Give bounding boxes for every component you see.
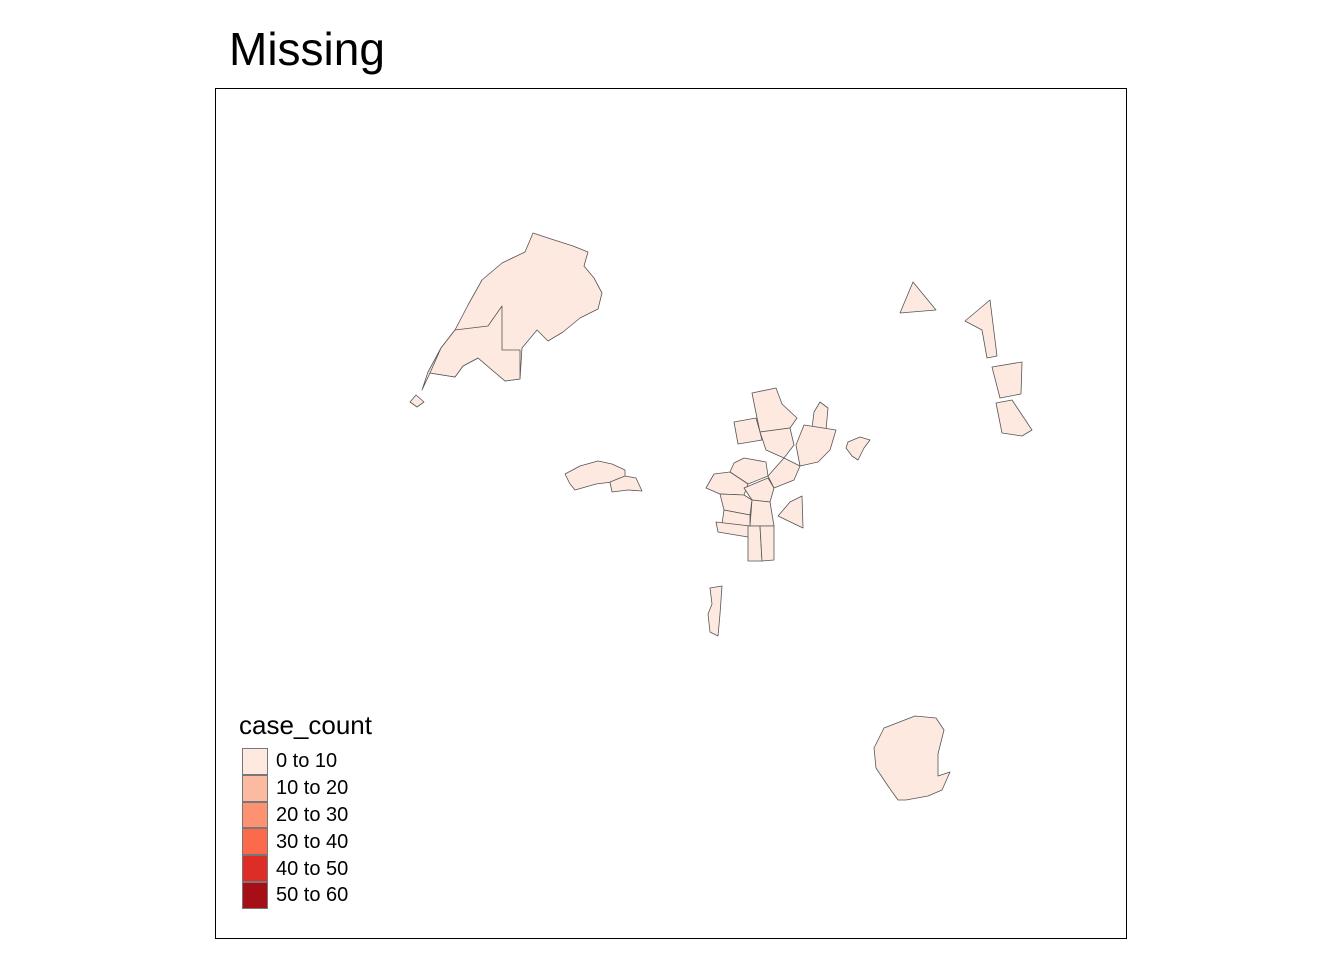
region-northwest-strip[interactable]	[429, 305, 521, 382]
region-central-17[interactable]	[845, 436, 871, 461]
region-central-10[interactable]	[719, 493, 753, 516]
legend-label: 20 to 30	[276, 803, 349, 826]
region-group-east	[899, 281, 1033, 437]
region-central-16[interactable]	[777, 495, 804, 529]
legend-item: 40 to 50	[242, 855, 372, 882]
region-central-3[interactable]	[759, 427, 795, 459]
legend-swatch	[242, 748, 268, 775]
legend-label: 0 to 10	[276, 750, 338, 773]
map-frame	[215, 88, 1127, 939]
region-central-15[interactable]	[759, 525, 775, 562]
legend-swatch	[242, 774, 268, 802]
legend-label: 50 to 60	[276, 884, 349, 907]
region-east-4[interactable]	[995, 399, 1033, 437]
region-central-1[interactable]	[751, 387, 798, 433]
region-group-west	[564, 460, 643, 493]
legend-item: 20 to 30	[242, 801, 372, 829]
region-central-4[interactable]	[811, 401, 829, 431]
legend-swatch	[242, 828, 268, 856]
legend-swatch	[242, 801, 268, 829]
region-central-11[interactable]	[749, 499, 775, 527]
region-central-6[interactable]	[767, 457, 801, 489]
region-west-b[interactable]	[609, 475, 643, 493]
legend-item: 50 to 60	[242, 881, 372, 909]
legend-label: 30 to 40	[276, 830, 349, 853]
legend-label: 10 to 20	[276, 777, 349, 800]
region-east-1[interactable]	[899, 281, 937, 314]
region-east-3[interactable]	[991, 361, 1023, 399]
legend: case_count 0 to 10 10 to 20 20 to 30 30 to …	[239, 712, 372, 909]
region-southeast[interactable]	[873, 715, 951, 801]
region-group-northwest	[409, 232, 603, 408]
legend-item: 30 to 40	[242, 828, 372, 856]
map-title: Missing	[229, 23, 385, 75]
region-south-strip[interactable]	[707, 585, 723, 637]
legend-swatch	[242, 881, 268, 909]
region-central-9[interactable]	[743, 477, 775, 503]
region-central-5[interactable]	[795, 424, 837, 467]
legend-item: 0 to 10	[242, 748, 372, 775]
legend-items: 0 to 10 10 to 20 20 to 30 30 to 40 40 to 50 5…	[242, 748, 372, 909]
region-east-2[interactable]	[964, 299, 998, 359]
legend-item: 10 to 20	[242, 774, 372, 802]
legend-label: 40 to 50	[276, 857, 349, 880]
region-northwest-small[interactable]	[409, 394, 425, 408]
legend-title: case_count	[239, 710, 372, 740]
region-group-central	[705, 387, 871, 562]
legend-swatch	[242, 855, 268, 882]
